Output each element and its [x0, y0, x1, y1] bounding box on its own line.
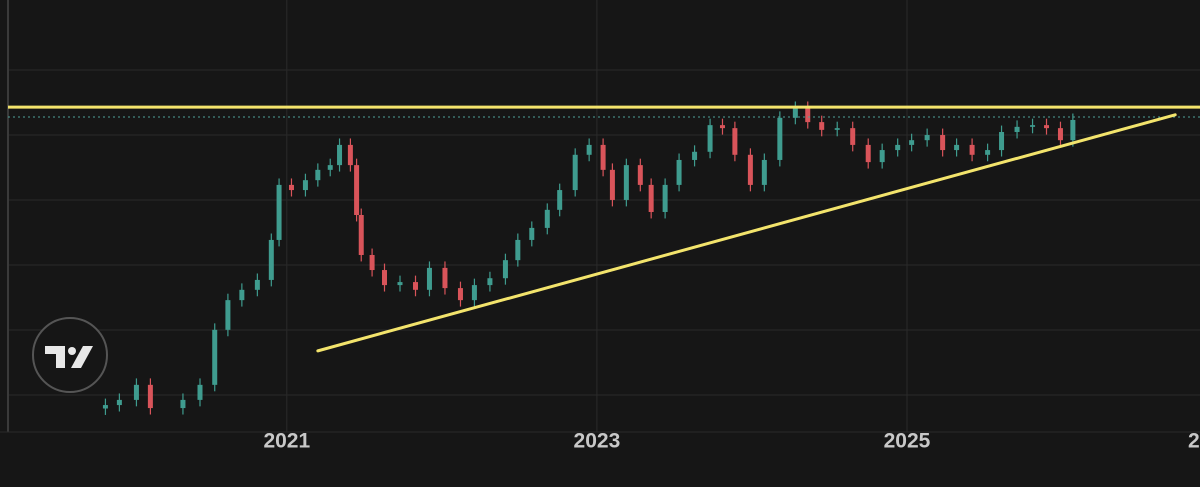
candle-body: [777, 117, 783, 160]
candle-body: [315, 169, 321, 181]
candle-body: [732, 128, 738, 155]
candle-body: [676, 159, 682, 185]
candle-body: [288, 184, 294, 191]
candle-body: [442, 267, 448, 289]
candle-body: [761, 159, 767, 185]
candle-body: [924, 135, 930, 141]
candle-body: [116, 399, 122, 406]
candle-body: [792, 107, 798, 118]
candle-body: [268, 239, 274, 280]
candle-body: [397, 282, 403, 286]
candle-body: [909, 140, 915, 145]
candle-body: [999, 132, 1005, 151]
candle-body: [302, 180, 308, 191]
candle-body: [487, 278, 493, 286]
candle-body: [225, 300, 231, 330]
x-tick-label: 2023: [574, 430, 621, 453]
candle-body: [586, 144, 592, 155]
candle-body: [572, 154, 578, 191]
candle-body: [529, 227, 535, 240]
candle-body: [805, 107, 811, 123]
x-tick-label: 2: [1188, 430, 1200, 453]
candle-body: [1030, 125, 1036, 127]
candle-body: [747, 154, 753, 185]
candle-body: [623, 165, 629, 200]
candle-body: [1014, 126, 1020, 133]
candle-body: [197, 384, 203, 400]
candle-body: [648, 184, 654, 212]
candle-body: [609, 169, 615, 200]
candle-body: [600, 144, 606, 170]
candle-body: [879, 150, 885, 163]
candle-body: [102, 405, 108, 409]
logo-dot: [68, 347, 76, 355]
candle-body: [819, 122, 825, 130]
logo-ring: [32, 317, 108, 393]
candle-body: [239, 289, 245, 301]
candle-body: [692, 151, 698, 160]
candle-body: [327, 165, 333, 170]
candle-body: [471, 285, 477, 301]
candle-body: [969, 144, 975, 155]
candle-body: [133, 384, 139, 400]
candle-body: [544, 209, 550, 228]
plot: 2021 2023 2025 2: [8, 0, 1200, 453]
candle-body: [895, 144, 901, 151]
candle-body: [954, 144, 960, 151]
candle-body: [850, 128, 856, 145]
trend-line: [316, 113, 1177, 353]
candle-body: [637, 165, 643, 185]
candle-body: [347, 144, 353, 166]
candle-body: [515, 239, 521, 261]
candle-body: [457, 288, 463, 301]
x-tick-label: 2025: [884, 430, 931, 453]
candle-body: [254, 279, 260, 290]
candle-body: [1057, 128, 1063, 141]
candle-body: [337, 144, 343, 166]
candle-body: [662, 184, 668, 212]
candle-body: [985, 150, 991, 155]
candle-body: [719, 125, 725, 129]
horizontal-grid: [8, 69, 1200, 396]
candle-body: [1070, 119, 1076, 141]
candle-body: [557, 190, 563, 210]
candle-body: [707, 125, 713, 152]
logo-mark: [71, 346, 93, 368]
candle-body: [369, 254, 375, 271]
candle-body: [180, 399, 186, 409]
candle-body: [276, 184, 282, 240]
candle-body: [1044, 125, 1050, 129]
candle-body: [865, 144, 871, 163]
candle-body: [413, 282, 419, 290]
candle-body: [358, 215, 364, 255]
candle-body: [940, 135, 946, 151]
candle-body: [502, 260, 508, 279]
candle-body: [147, 384, 153, 409]
tradingview-logo: [32, 317, 108, 393]
candle-body: [834, 128, 840, 130]
candle-body: [354, 165, 360, 215]
x-tick-label: 2021: [263, 430, 310, 453]
candle-body: [426, 267, 432, 290]
candle-body: [212, 329, 218, 385]
logo-mark: [45, 346, 65, 368]
candle-body: [381, 270, 387, 286]
